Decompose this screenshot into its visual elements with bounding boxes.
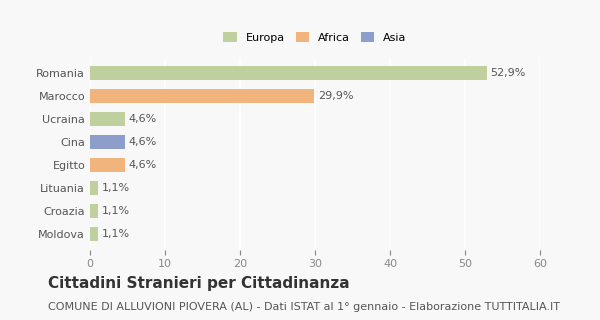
Bar (90, 89, 314, 103)
Text: 1,1%: 1,1% (102, 229, 130, 239)
Text: COMUNE DI ALLUVIONI PIOVERA (AL) - Dati ISTAT al 1° gennaio - Elaborazione TUTTI: COMUNE DI ALLUVIONI PIOVERA (AL) - Dati … (48, 302, 560, 312)
Bar (90, 66, 487, 80)
Text: 52,9%: 52,9% (491, 68, 526, 78)
Text: 1,1%: 1,1% (102, 206, 130, 216)
Text: 4,6%: 4,6% (128, 114, 157, 124)
Text: Cittadini Stranieri per Cittadinanza: Cittadini Stranieri per Cittadinanza (48, 276, 350, 291)
Legend: Europa, Africa, Asia: Europa, Africa, Asia (220, 28, 410, 46)
Bar (90, 158, 125, 172)
Text: 29,9%: 29,9% (318, 91, 353, 101)
Bar (90, 112, 125, 126)
Bar (90, 204, 98, 218)
Bar (90, 227, 98, 241)
Text: 4,6%: 4,6% (128, 160, 157, 170)
Text: 1,1%: 1,1% (102, 183, 130, 193)
Bar (90, 181, 98, 195)
Bar (90, 135, 125, 149)
Text: 4,6%: 4,6% (128, 137, 157, 147)
